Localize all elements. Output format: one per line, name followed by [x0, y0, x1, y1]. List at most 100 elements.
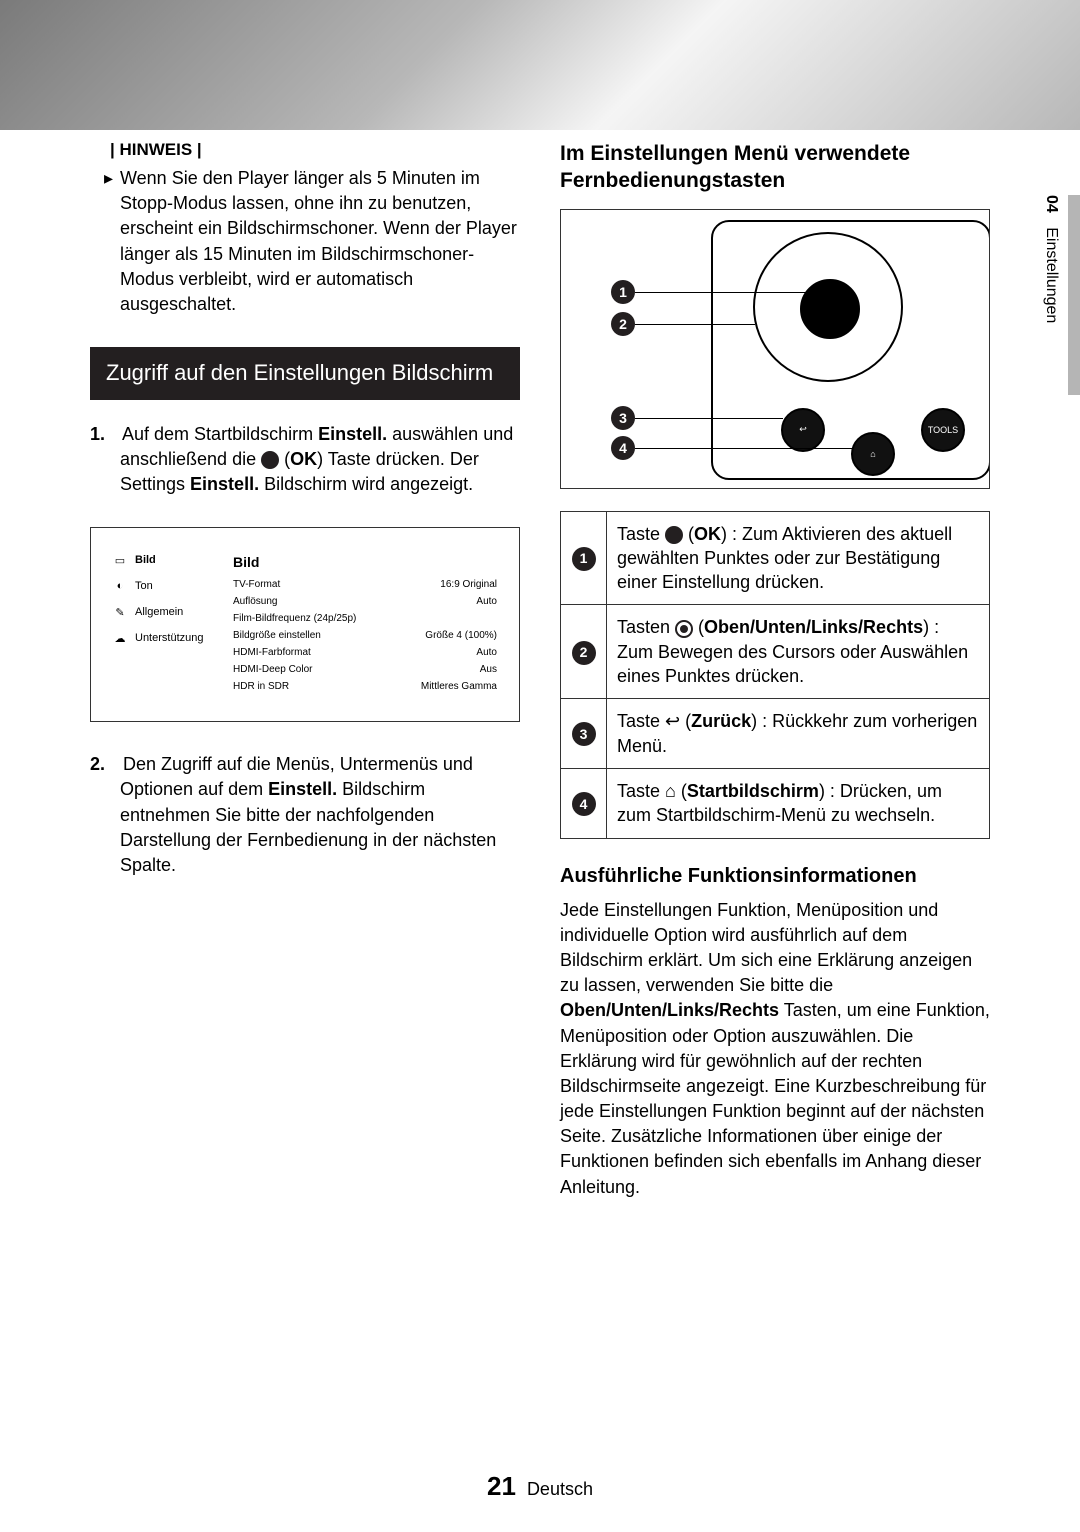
setting-value: Auto [476, 647, 497, 658]
setting-row: Auflösung Auto [233, 593, 497, 610]
table-row: 1 Taste (OK) : Zum Aktivieren des aktuel… [561, 511, 990, 605]
general-icon: ✎ [113, 606, 127, 618]
setting-key: Film-Bildfrequenz (24p/25p) [233, 613, 356, 624]
setting-row: Film-Bildfrequenz (24p/25p) [233, 610, 497, 627]
setting-row: HDR in SDR Mittleres Gamma [233, 678, 497, 695]
home-glyph: ⌂ [870, 449, 875, 459]
txt: Taste [617, 711, 665, 731]
para-b: Tasten, um eine Funktion, Menüposition o… [560, 1000, 990, 1196]
callout-1: 1 [611, 280, 635, 304]
picture-icon: ▭ [113, 554, 127, 566]
dpad-ring [753, 232, 903, 382]
ok-dot-icon [261, 451, 279, 469]
back-icon: ↩ [665, 711, 680, 731]
step-2-number: 2. [90, 752, 118, 777]
setting-value: Mittleres Gamma [421, 681, 497, 692]
remote-outline: ↩ TOOLS ⌂ [711, 220, 990, 480]
remote-heading: Im Einstellungen Menü verwendete Fernbed… [560, 140, 990, 195]
row-badge: 4 [572, 792, 596, 816]
side-tab: 04 Einstellungen [1042, 195, 1060, 323]
row-bold: Zurück [691, 711, 751, 731]
leader-line [635, 292, 817, 293]
setting-row: Bildgröße einstellenGröße 4 (100%) [233, 627, 497, 644]
settings-screenshot: ▭ Bild ◐ Ton ✎ Allgemein ☁ Unterstützung Bil… [90, 527, 520, 722]
para-a: Jede Einstellungen Funktion, Menüpositio… [560, 900, 972, 996]
step-1-text-f: Bildschirm wird angezeigt. [259, 474, 473, 494]
step-1-ok: OK [290, 449, 317, 469]
setting-value: 16:9 Original [440, 579, 497, 590]
row-bold: OK [694, 524, 721, 544]
cloud-icon: ☁ [113, 632, 127, 644]
row-desc: Taste ↩ (Zurück) : Rückkehr zum vorherig… [607, 699, 990, 769]
chapter-label: Einstellungen [1043, 227, 1060, 323]
section-heading: Zugriff auf den Einstellungen Bildschirm [90, 347, 520, 400]
page-language: Deutsch [527, 1479, 593, 1499]
dpad-ring-icon [675, 620, 693, 638]
step-1-bold-1: Einstell. [318, 424, 387, 444]
settings-panel: Bild TV-Format16:9 Original AuflösungAut… [233, 554, 497, 695]
chapter-number: 04 [1043, 195, 1060, 213]
row-desc: Taste ⌂ (Startbildschirm) : Drücken, um … [607, 768, 990, 838]
table-row: 3 Taste ↩ (Zurück) : Rückkehr zum vorher… [561, 699, 990, 769]
row-desc: Tasten (Oben/Unten/Links/Rechts) : Zum B… [607, 605, 990, 699]
setting-key: Bildgröße einstellen [233, 630, 321, 641]
note-body: Wenn Sie den Player länger als 5 Minuten… [120, 166, 520, 317]
row-badge: 1 [572, 547, 596, 571]
table-row: 2 Tasten (Oben/Unten/Links/Rechts) : Zum… [561, 605, 990, 699]
sidebar-item-support: ☁ Unterstützung [113, 632, 233, 644]
txt: Tasten [617, 617, 675, 637]
table-row: 4 Taste ⌂ (Startbildschirm) : Drücken, u… [561, 768, 990, 838]
note-label: | HINWEIS | [110, 140, 520, 160]
row-desc: Taste (OK) : Zum Aktivieren des aktuell … [607, 511, 990, 605]
sidebar-item-label: Unterstützung [135, 632, 203, 644]
page-number: 21 [487, 1471, 516, 1501]
sidebar-item-label: Allgemein [135, 606, 183, 618]
row-badge: 2 [572, 641, 596, 665]
row-bold: Startbildschirm [687, 781, 819, 801]
step-2: 2. Den Zugriff auf die Menüs, Untermenüs… [120, 752, 520, 878]
left-column: | HINWEIS | Wenn Sie den Player länger a… [90, 140, 520, 1482]
setting-key: Auflösung [233, 596, 277, 607]
top-gradient [0, 0, 1080, 130]
setting-row: TV-Format 16:9 Original [233, 576, 497, 593]
txt: Taste [617, 524, 665, 544]
setting-value: Aus [480, 664, 497, 675]
remote-diagram: ↩ TOOLS ⌂ 1 2 3 4 [560, 209, 990, 489]
tools-label: TOOLS [928, 425, 958, 435]
page-content: | HINWEIS | Wenn Sie den Player länger a… [90, 140, 990, 1482]
dpad-center [800, 279, 860, 339]
callout-3: 3 [611, 406, 635, 430]
row-badge: 3 [572, 722, 596, 746]
callout-2: 2 [611, 312, 635, 336]
step-1: 1. Auf dem Startbildschirm Einstell. aus… [120, 422, 520, 498]
ok-dot-icon [665, 526, 683, 544]
home-icon: ⌂ [665, 781, 676, 801]
detailed-paragraph: Jede Einstellungen Funktion, Menüpositio… [560, 898, 990, 1200]
detailed-subheading: Ausführliche Funktionsinformationen [560, 865, 990, 888]
back-glyph: ↩ [799, 424, 807, 435]
leader-line [635, 324, 755, 325]
sidebar-item-label: Bild [135, 554, 156, 566]
key-table: 1 Taste (OK) : Zum Aktivieren des aktuel… [560, 511, 990, 839]
right-column: Im Einstellungen Menü verwendete Fernbed… [560, 140, 990, 1482]
step-2-bold: Einstell. [268, 779, 337, 799]
row-bold: Oben/Unten/Links/Rechts [704, 617, 923, 637]
home-button-icon: ⌂ [851, 432, 895, 476]
setting-row: HDMI-Deep ColorAus [233, 661, 497, 678]
settings-sidebar: ▭ Bild ◐ Ton ✎ Allgemein ☁ Unterstützung [113, 554, 233, 695]
sound-icon: ◐ [113, 580, 127, 592]
sidebar-item-ton: ◐ Ton [113, 580, 233, 592]
step-1-number: 1. [90, 422, 118, 447]
setting-key: TV-Format [233, 579, 280, 590]
leader-line [635, 448, 853, 449]
back-button-icon: ↩ [781, 408, 825, 452]
sidebar-item-label: Ton [135, 580, 153, 592]
para-bold: Oben/Unten/Links/Rechts [560, 1000, 779, 1020]
callout-4: 4 [611, 436, 635, 460]
setting-key: HDR in SDR [233, 681, 289, 692]
setting-key: HDMI-Farbformat [233, 647, 311, 658]
txt: Taste [617, 781, 665, 801]
setting-value: Auto [476, 596, 497, 607]
thumb-index-bar [1068, 195, 1080, 395]
sidebar-item-allgemein: ✎ Allgemein [113, 606, 233, 618]
